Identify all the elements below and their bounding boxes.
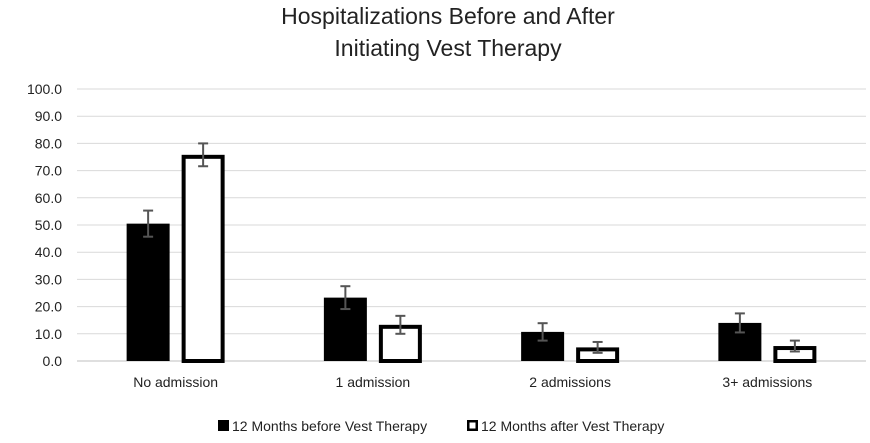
chart-title-line-2: Initiating Vest Therapy [334, 35, 562, 61]
y-tick-label: 80.0 [35, 135, 62, 151]
bar-after-0 [181, 154, 225, 363]
y-tick-label: 60.0 [35, 190, 62, 206]
x-category-label: 1 admission [336, 374, 411, 390]
y-tick-label: 40.0 [35, 244, 62, 260]
legend-label: 12 Months before Vest Therapy [232, 418, 427, 434]
x-category-label: 2 admissions [529, 374, 611, 390]
error-bar [395, 314, 406, 335]
legend-item-after: 12 Months after Vest Therapy [467, 418, 664, 434]
error-bar [143, 209, 154, 238]
chart-title-line-1: Hospitalizations Before and After [281, 3, 615, 29]
legend-label: 12 Months after Vest Therapy [481, 418, 664, 434]
chart-title: Hospitalizations Before and After Initia… [281, 3, 615, 61]
legend: 12 Months before Vest Therapy 12 Months a… [218, 418, 664, 434]
bar-before-0 [126, 223, 170, 361]
x-axis-category-labels: No admission 1 admission 2 admissions 3+ ad… [133, 374, 812, 390]
error-bar [734, 312, 745, 334]
y-tick-label: 0.0 [43, 353, 63, 369]
legend-swatch [467, 420, 478, 431]
bar-after-1 [378, 324, 422, 364]
error-bar [198, 142, 209, 168]
legend-item-before: 12 Months before Vest Therapy [218, 418, 427, 434]
error-bar [592, 340, 603, 354]
y-axis-tick-labels: 0.0 10.0 20.0 30.0 40.0 50.0 60.0 70.0 80.0 90.0 1… [27, 81, 62, 369]
y-tick-label: 70.0 [35, 163, 62, 179]
bars [126, 154, 817, 364]
y-tick-label: 20.0 [35, 299, 62, 315]
y-tick-label: 10.0 [35, 326, 62, 342]
legend-swatch [218, 420, 229, 431]
x-category-label: 3+ admissions [722, 374, 812, 390]
y-tick-label: 50.0 [35, 217, 62, 233]
y-tick-label: 90.0 [35, 108, 62, 124]
error-bars [143, 142, 800, 354]
y-tick-label: 100.0 [27, 81, 62, 97]
error-bar [340, 285, 351, 311]
error-bar [537, 322, 548, 342]
error-bar [789, 339, 800, 353]
y-tick-label: 30.0 [35, 271, 62, 287]
x-category-label: No admission [133, 374, 218, 390]
